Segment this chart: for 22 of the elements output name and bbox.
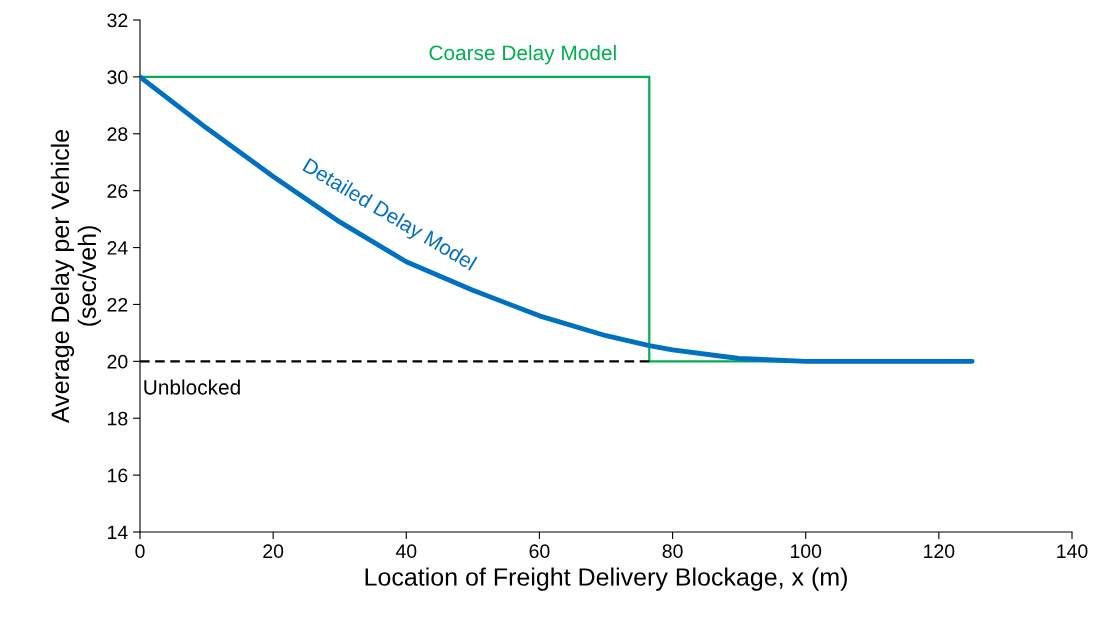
- x-tick-label: 20: [263, 544, 284, 559]
- x-tick-label: 60: [529, 544, 550, 559]
- x-tick-label: 120: [924, 544, 955, 559]
- y-tick-label: 26: [107, 184, 128, 198]
- y-tick-label: 32: [107, 13, 128, 28]
- y-tick-label: 14: [108, 525, 128, 540]
- x-tick-label: 140: [1057, 544, 1088, 559]
- x-tick-label: 80: [662, 544, 683, 559]
- y-tick-label: 24: [107, 241, 128, 255]
- y-axis-title: Average Delay per Vehicle (sec/veh): [50, 130, 101, 424]
- x-axis-title: Location of Freight Delivery Blockage, x (m): [365, 567, 847, 591]
- x-tick-label: 40: [395, 544, 417, 559]
- y-tick-label: 28: [107, 127, 128, 142]
- x-tick-label: 100: [790, 544, 822, 559]
- y-tick-label: 22: [107, 297, 128, 312]
- series-label: Coarse Delay Model: [429, 44, 616, 65]
- y-tick-label: 16: [108, 468, 128, 483]
- legend-label: Unblocked: [144, 379, 240, 395]
- y-tick-label: 30: [107, 70, 128, 85]
- y-tick-label: 18: [108, 411, 128, 426]
- y-tick-label: 20: [107, 354, 128, 369]
- x-tick-label: 0: [135, 544, 145, 559]
